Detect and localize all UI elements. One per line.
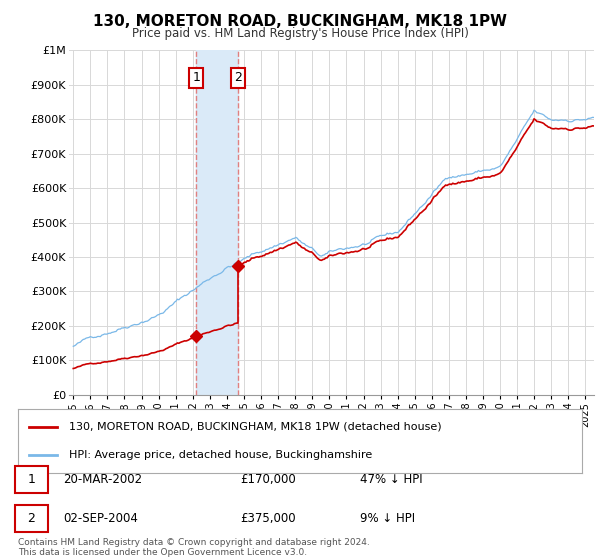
- Text: 9% ↓ HPI: 9% ↓ HPI: [360, 512, 415, 525]
- Text: Price paid vs. HM Land Registry's House Price Index (HPI): Price paid vs. HM Land Registry's House …: [131, 27, 469, 40]
- Text: £170,000: £170,000: [240, 473, 296, 486]
- Text: 2: 2: [28, 512, 35, 525]
- Bar: [196, 50, 238, 395]
- Text: 1: 1: [192, 72, 200, 85]
- Text: £375,000: £375,000: [240, 512, 296, 525]
- Text: 02-SEP-2004: 02-SEP-2004: [63, 512, 138, 525]
- Text: Contains HM Land Registry data © Crown copyright and database right 2024.
This d: Contains HM Land Registry data © Crown c…: [18, 538, 370, 557]
- Text: 130, MORETON ROAD, BUCKINGHAM, MK18 1PW: 130, MORETON ROAD, BUCKINGHAM, MK18 1PW: [93, 14, 507, 29]
- Text: HPI: Average price, detached house, Buckinghamshire: HPI: Average price, detached house, Buck…: [69, 450, 372, 460]
- Text: 130, MORETON ROAD, BUCKINGHAM, MK18 1PW (detached house): 130, MORETON ROAD, BUCKINGHAM, MK18 1PW …: [69, 422, 442, 432]
- Text: 20-MAR-2002: 20-MAR-2002: [63, 473, 142, 486]
- Text: 1: 1: [28, 473, 35, 486]
- Text: 47% ↓ HPI: 47% ↓ HPI: [360, 473, 422, 486]
- Text: 2: 2: [235, 72, 242, 85]
